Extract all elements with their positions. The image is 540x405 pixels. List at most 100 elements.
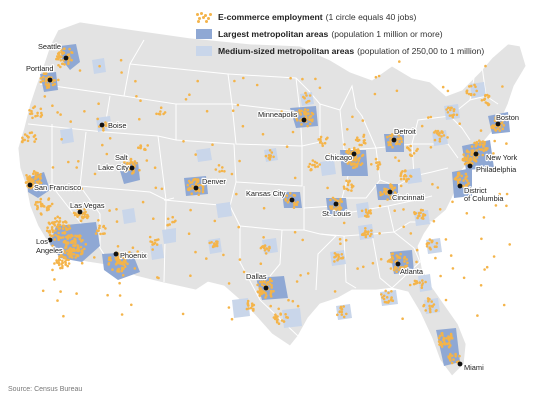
ecommerce-dot <box>59 59 63 62</box>
ecommerce-dot <box>399 177 403 181</box>
ecommerce-dot <box>432 303 436 306</box>
ecommerce-dot <box>333 252 337 255</box>
medium-metro-swatch <box>196 45 212 56</box>
ecommerce-dot <box>319 137 322 141</box>
ecommerce-dot <box>174 219 177 223</box>
ecommerce-dot <box>393 209 397 212</box>
ecommerce-dot <box>155 243 159 246</box>
ecommerce-dot <box>289 76 292 80</box>
ecommerce-dot <box>63 231 67 234</box>
ecommerce-dot <box>59 253 63 256</box>
ecommerce-dot <box>111 268 114 271</box>
ecommerce-dot <box>458 178 462 181</box>
ecommerce-dot <box>220 169 224 173</box>
ecommerce-dot <box>318 86 322 90</box>
ecommerce-dot <box>438 140 442 143</box>
ecommerce-dot <box>440 135 443 138</box>
ecommerce-dot <box>257 291 260 294</box>
ecommerce-dot <box>188 93 191 96</box>
ecommerce-dot <box>301 77 304 81</box>
ecommerce-dot <box>123 160 126 164</box>
ecommerce-dot <box>196 79 199 83</box>
ecommerce-dot <box>107 263 110 266</box>
ecommerce-dot <box>29 186 33 190</box>
ecommerce-dot <box>71 240 74 244</box>
ecommerce-dot <box>79 245 83 249</box>
ecommerce-dot <box>81 239 84 242</box>
ecommerce-dot <box>284 199 288 202</box>
ecommerce-dot <box>75 213 78 217</box>
ecommerce-dot <box>36 111 39 115</box>
ecommerce-dot <box>227 306 231 309</box>
ecommerce-dot <box>114 256 117 260</box>
ecommerce-dot <box>33 134 37 137</box>
ecommerce-dot <box>321 144 325 148</box>
ecommerce-dot <box>58 255 61 258</box>
ecommerce-dot <box>120 261 123 264</box>
ecommerce-dot <box>377 74 381 78</box>
ecommerce-dot <box>471 149 475 152</box>
ecommerce-dot <box>274 317 278 320</box>
svg-text:Angeles: Angeles <box>36 246 63 255</box>
ecommerce-dot <box>42 72 46 75</box>
ecommerce-dot <box>389 183 392 186</box>
ecommerce-dot <box>67 224 71 227</box>
ecommerce-dot <box>391 257 395 260</box>
ecommerce-dot <box>282 320 286 323</box>
ecommerce-dot <box>294 114 297 118</box>
ecommerce-dot <box>416 216 419 220</box>
ecommerce-dot <box>329 198 332 202</box>
ecommerce-dot <box>441 130 444 134</box>
ecommerce-dot <box>402 225 406 229</box>
ecommerce-dot <box>309 114 313 118</box>
ecommerce-dot <box>287 298 290 302</box>
ecommerce-dot <box>425 245 429 248</box>
ecommerce-dot <box>101 143 104 147</box>
ecommerce-dot <box>366 212 369 215</box>
ecommerce-dot <box>337 253 340 257</box>
ecommerce-dot <box>397 268 401 271</box>
ecommerce-dot <box>184 98 188 101</box>
ecommerce-dot <box>205 109 209 113</box>
city-dot <box>193 185 199 191</box>
ecommerce-dot <box>32 172 35 175</box>
ecommerce-dot <box>217 164 221 167</box>
ecommerce-dot <box>446 342 449 346</box>
svg-text:Angeles: Angeles <box>36 246 63 255</box>
ecommerce-dot <box>429 115 433 119</box>
ecommerce-dot <box>58 51 61 54</box>
ecommerce-dot <box>445 337 448 340</box>
ecommerce-dot <box>214 243 218 246</box>
ecommerce-dot <box>211 143 214 146</box>
ecommerce-dot <box>76 249 80 253</box>
ecommerce-dot <box>432 219 436 223</box>
ecommerce-dot <box>465 212 469 215</box>
ecommerce-dot <box>349 155 353 159</box>
svg-text:New York: New York <box>486 153 518 162</box>
ecommerce-dot <box>123 170 127 173</box>
ecommerce-dot <box>39 80 43 84</box>
ecommerce-dot <box>216 182 219 185</box>
ecommerce-dot <box>398 142 401 146</box>
ecommerce-dot <box>340 155 343 159</box>
ecommerce-dot <box>340 308 344 311</box>
ecommerce-dot <box>474 159 477 162</box>
ecommerce-dot <box>106 293 109 297</box>
ecommerce-dot <box>303 108 307 111</box>
ecommerce-dot <box>505 204 508 208</box>
legend-medium-note: (population of 250,00 to 1 million) <box>357 45 485 56</box>
ecommerce-dot <box>326 186 329 190</box>
ecommerce-dot <box>54 217 57 220</box>
ecommerce-dot <box>395 270 398 274</box>
ecommerce-dot <box>66 236 69 240</box>
ecommerce-dot <box>141 200 145 204</box>
svg-text:of Columbia: of Columbia <box>464 194 504 203</box>
ecommerce-dot <box>371 261 375 265</box>
ecommerce-dot <box>51 230 55 234</box>
ecommerce-dot <box>295 280 299 283</box>
